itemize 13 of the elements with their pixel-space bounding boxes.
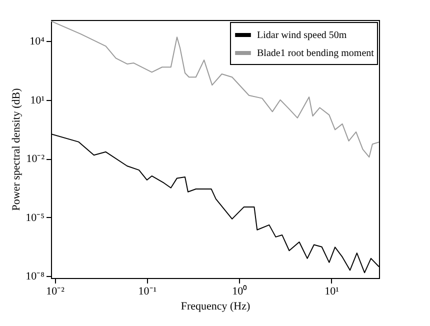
y-tick-label: 10⁻⁸: [26, 270, 45, 283]
x-tick-label: 10⁰: [232, 284, 248, 298]
x-tick-label: 10⁻¹: [138, 286, 157, 298]
x-tick-label: 10⁻²: [46, 286, 66, 298]
legend-label: Blade1 root bending moment: [257, 48, 374, 59]
y-axis-title: Power spectral density (dB): [10, 88, 23, 211]
y-tick-label: 10⁻²: [26, 153, 46, 166]
y-tick-label: 10¹: [30, 94, 44, 106]
y-tick-label: 10⁴: [30, 36, 45, 48]
x-tick-label: 10¹: [324, 286, 339, 298]
y-tick-label: 10⁻⁵: [26, 212, 45, 224]
x-axis-title: Frequency (Hz): [180, 300, 250, 312]
legend-label: Lidar wind speed 50m: [257, 30, 347, 41]
